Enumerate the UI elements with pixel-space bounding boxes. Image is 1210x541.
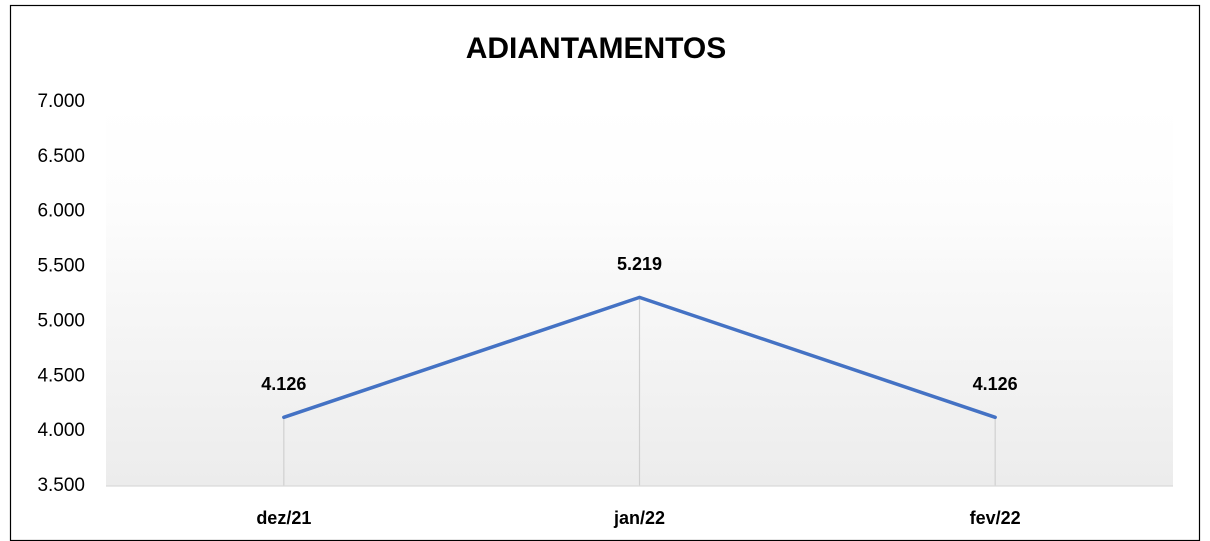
y-tick-label: 3.500	[37, 475, 85, 496]
y-tick-label: 6.500	[37, 146, 85, 167]
chart-title: ADIANTAMENTOS	[466, 32, 727, 65]
y-tick-label: 5.500	[37, 256, 85, 277]
y-tick-label: 7.000	[37, 91, 85, 112]
y-tick-label: 6.000	[37, 201, 85, 222]
y-tick-label: 4.000	[37, 420, 85, 441]
x-tick-label: dez/21	[256, 508, 311, 528]
x-tick-label: jan/22	[613, 508, 665, 528]
data-label: 4.126	[973, 374, 1018, 394]
data-label: 4.126	[261, 374, 306, 394]
data-line	[282, 295, 997, 420]
y-tick-label: 4.500	[37, 365, 85, 386]
data-label: 5.219	[617, 254, 662, 274]
y-tick-label: 5.000	[37, 310, 85, 331]
x-tick-label: fev/22	[970, 508, 1021, 528]
